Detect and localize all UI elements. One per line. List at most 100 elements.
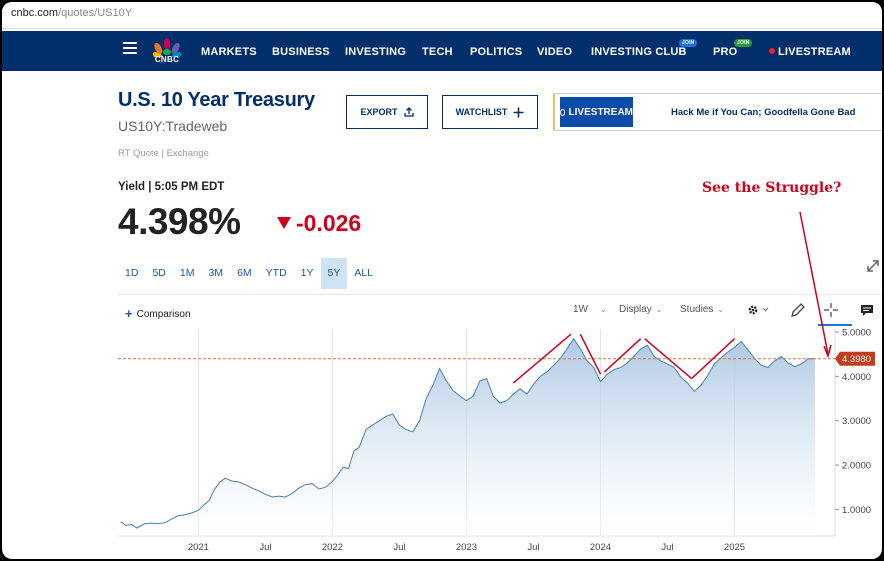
chevron-down-icon: ⌄ bbox=[600, 305, 607, 314]
struggle-stroke bbox=[644, 338, 693, 380]
comparison-button[interactable]: + Comparison bbox=[125, 306, 191, 321]
page-title: U.S. 10 Year Treasury bbox=[118, 89, 315, 111]
struggle-stroke bbox=[579, 333, 602, 375]
display-label: Display bbox=[619, 304, 652, 315]
url-host: cnbc.com bbox=[11, 7, 59, 19]
range-6m[interactable]: 6M bbox=[237, 267, 252, 279]
logo-text: CNBC bbox=[154, 55, 180, 64]
livestream-banner[interactable]: LIVESTREAM Hack Me if You Can; Goodfella… bbox=[553, 93, 882, 131]
y-tick-label: 3.0000 bbox=[842, 416, 871, 427]
range-all[interactable]: ALL bbox=[354, 267, 374, 279]
active-tool-indicator bbox=[818, 324, 852, 326]
nav-investing-club[interactable]: INVESTING CLUB JOIN bbox=[591, 39, 698, 58]
struggle-stroke bbox=[691, 338, 735, 380]
x-tick-label: 2021 bbox=[188, 542, 209, 553]
studies-select[interactable]: Studies ⌄ bbox=[680, 304, 724, 315]
watchlist-label: WATCHLIST bbox=[455, 107, 508, 117]
pencil-icon[interactable] bbox=[790, 302, 806, 318]
nav-pro[interactable]: PRO JOIN bbox=[713, 39, 753, 58]
address-bar[interactable]: cnbc.com/quotes/US10Y bbox=[2, 2, 882, 29]
range-1y[interactable]: 1Y bbox=[300, 267, 314, 279]
range-3m[interactable]: 3M bbox=[208, 267, 224, 279]
livestream-button-label: LIVESTREAM bbox=[568, 106, 633, 118]
x-tick-label: Jul bbox=[393, 542, 405, 553]
annotation-marks bbox=[512, 211, 832, 384]
last-value-label: 4.3980 bbox=[842, 354, 871, 365]
interval-select[interactable]: 1W ⌄ bbox=[573, 304, 607, 315]
x-tick-label: 2025 bbox=[724, 542, 745, 553]
studies-label: Studies bbox=[680, 304, 714, 315]
comment-icon[interactable] bbox=[860, 304, 874, 317]
yield-area bbox=[120, 338, 815, 536]
range-5d[interactable]: 5D bbox=[152, 267, 166, 279]
share-icon bbox=[403, 107, 414, 117]
yield-label: Yield | 5:05 PM EDT bbox=[118, 181, 225, 193]
nav-tech[interactable]: TECH bbox=[422, 46, 453, 58]
comparison-label: Comparison bbox=[136, 309, 191, 320]
x-tick-label: Jul bbox=[661, 542, 673, 553]
chevron-down-icon: ⌄ bbox=[655, 305, 663, 314]
last-value-badge: 4.3980 bbox=[835, 351, 875, 366]
range-1d[interactable]: 1D bbox=[125, 267, 139, 279]
range-selector: 1D 5D 1M 3M 6M YTD 1Y 5Y ALL bbox=[118, 258, 380, 289]
live-icon bbox=[560, 108, 565, 116]
live-dot-icon bbox=[769, 48, 775, 54]
expand-icon[interactable] bbox=[864, 257, 882, 275]
down-arrow-icon bbox=[277, 217, 291, 229]
livestream-button[interactable]: LIVESTREAM bbox=[560, 97, 633, 127]
interval-label: 1W bbox=[573, 304, 588, 315]
nav-politics[interactable]: POLITICS bbox=[470, 46, 523, 58]
x-tick-label: 2023 bbox=[456, 542, 477, 553]
url-path: /quotes/US10Y bbox=[58, 7, 133, 19]
annotation-pointer bbox=[799, 211, 829, 355]
crosshair-icon[interactable] bbox=[823, 302, 839, 318]
nav-business[interactable]: BUSINESS bbox=[272, 46, 330, 58]
plus-icon: + bbox=[125, 306, 133, 321]
join-badge: JOIN bbox=[734, 39, 753, 47]
nav-livestream-label: LIVESTREAM bbox=[778, 46, 851, 58]
watchlist-button[interactable]: WATCHLIST bbox=[442, 95, 538, 129]
range-5y[interactable]: 5Y bbox=[320, 258, 348, 289]
range-ytd[interactable]: YTD bbox=[265, 267, 287, 279]
nav-investing-club-label: INVESTING CLUB bbox=[591, 46, 687, 58]
struggle-stroke bbox=[603, 338, 642, 373]
nav-livestream[interactable]: LIVESTREAM bbox=[769, 46, 851, 58]
annotation-text: See the Struggle? bbox=[702, 180, 842, 196]
quote-symbol: US10Y:Tradeweb bbox=[118, 118, 228, 134]
last-value-badge-shape bbox=[835, 351, 875, 366]
export-button[interactable]: EXPORT bbox=[346, 95, 428, 129]
menu-icon[interactable] bbox=[123, 42, 137, 54]
quote-change: -0.026 bbox=[276, 210, 361, 237]
struggle-stroke bbox=[512, 333, 572, 384]
x-tick-label: Jul bbox=[527, 542, 539, 553]
export-label: EXPORT bbox=[360, 107, 398, 117]
cnbc-logo[interactable]: CNBC bbox=[150, 37, 184, 65]
quote-change-value: -0.026 bbox=[296, 210, 362, 236]
range-1m[interactable]: 1M bbox=[179, 267, 195, 279]
x-tick-label: Jul bbox=[259, 542, 271, 553]
quote-source: RT Quote | Exchange bbox=[118, 148, 209, 159]
section-divider bbox=[118, 294, 882, 295]
chevron-down-icon: ⌄ bbox=[717, 305, 725, 314]
x-tick-label: 2024 bbox=[590, 542, 611, 553]
x-tick-label: 2022 bbox=[322, 542, 343, 553]
display-select[interactable]: Display ⌄ bbox=[619, 304, 663, 315]
nav-video[interactable]: VIDEO bbox=[537, 46, 573, 58]
plus-icon bbox=[513, 107, 524, 117]
y-tick-label: 5.0000 bbox=[842, 328, 871, 339]
nav-pro-label: PRO bbox=[713, 46, 738, 58]
yield-line bbox=[120, 337, 815, 529]
annotation-arrowhead bbox=[823, 344, 832, 359]
gear-icon[interactable] bbox=[746, 303, 772, 317]
top-nav: CNBC MARKETS BUSINESS INVESTING TECH POL… bbox=[2, 31, 882, 71]
y-axis: 5.0000 4.0000 3.0000 2.0000 1.0000 bbox=[835, 328, 871, 516]
x-axis: 2021 Jul 2022 Jul 2023 Jul 2024 Jul 2025 bbox=[188, 542, 745, 553]
y-tick-label: 4.0000 bbox=[842, 372, 871, 383]
nav-markets[interactable]: MARKETS bbox=[201, 46, 257, 58]
livestream-show-title: Hack Me if You Can; Goodfella Gone Bad bbox=[671, 107, 856, 118]
nav-investing[interactable]: INVESTING bbox=[345, 46, 407, 58]
y-tick-label: 2.0000 bbox=[842, 461, 871, 472]
y-tick-label: 1.0000 bbox=[842, 505, 871, 516]
